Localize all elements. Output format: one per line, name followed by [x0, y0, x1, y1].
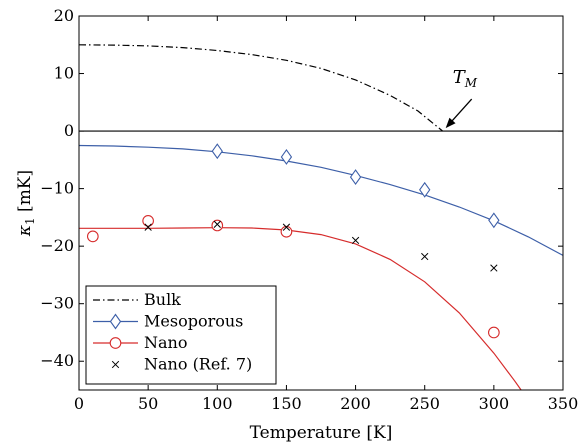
x-tick-label: 0	[74, 394, 84, 413]
y-tick-label: 20	[54, 6, 74, 25]
legend-marker-nano-ref-7-stroke-b	[111, 360, 120, 369]
legend-marker-nano	[109, 337, 122, 349]
data-point-nano-ref-7-stroke-b	[213, 220, 221, 228]
y-axis-label-unit: [mK]	[15, 170, 35, 218]
annotation-arrow-head	[445, 117, 456, 129]
y-tick-label: −10	[40, 179, 74, 198]
data-point-nano-ref-7-stroke-b	[282, 223, 291, 231]
x-tick-label: 100	[202, 394, 233, 413]
data-point-nano	[142, 214, 154, 227]
y-tick-label: −40	[40, 351, 74, 370]
data-point-nano-ref-7-stroke-b	[490, 264, 498, 272]
series-layer	[79, 44, 563, 390]
data-point-nano	[280, 225, 293, 238]
y-tick-label: −30	[40, 294, 74, 313]
data-point-mesoporous	[419, 181, 431, 198]
data-point-nano-ref-7	[351, 236, 360, 245]
data-point-nano-ref-7	[282, 223, 291, 231]
plot-frame	[78, 15, 564, 391]
data-point-mesoporous	[349, 169, 362, 186]
data-point-nano-ref-7-stroke-b	[144, 223, 152, 231]
data-point-nano-ref-7	[144, 223, 152, 231]
annotation-subscript: M	[464, 76, 478, 90]
data-point-nano-ref-7-stroke-b	[351, 236, 360, 245]
x-tick-label: 200	[340, 394, 371, 413]
marker-layer	[86, 143, 500, 339]
legend: Bulk Mesoporous Nano Nano (Ref. 7)	[85, 285, 277, 385]
y-axis-label-symbol: κ	[15, 225, 35, 237]
data-point-nano	[211, 219, 224, 232]
y-tick-label: 10	[54, 64, 74, 83]
y-tick-label: −20	[40, 236, 74, 255]
y-axis-label-subscript: 1	[23, 217, 37, 225]
data-point-nano	[488, 326, 500, 339]
y-axis-label: κ1 [mK]	[15, 170, 37, 237]
legend-label-nano-ref-7: Nano (Ref. 7)	[144, 355, 252, 374]
x-tick-label: 300	[479, 394, 510, 413]
legend-box	[85, 285, 277, 385]
y-tick-label: 0	[64, 121, 74, 140]
x-tick-label: 150	[271, 394, 302, 413]
data-point-nano	[86, 230, 99, 243]
legend-label-mesoporous: Mesoporous	[144, 312, 243, 331]
data-point-mesoporous	[280, 149, 293, 165]
data-point-mesoporous	[211, 143, 223, 160]
data-point-nano-ref-7	[213, 220, 221, 228]
x-tick-label: 250	[409, 394, 440, 413]
legend-label-bulk: Bulk	[144, 290, 181, 309]
x-tick-label: 350	[548, 394, 579, 413]
annotation-layer: TM	[445, 67, 478, 129]
legend-marker-nano-ref-7	[111, 360, 120, 369]
legend-marker-mesoporous	[109, 313, 122, 330]
data-point-mesoporous	[488, 212, 500, 229]
series-line-mesoporous	[79, 144, 563, 256]
data-point-nano-ref-7-stroke-b	[421, 252, 429, 261]
series-line-bulk	[79, 44, 444, 132]
series-line-nano	[79, 227, 522, 390]
annotation-symbol: T	[453, 67, 467, 88]
annotation-arrow-shaft	[449, 98, 473, 125]
data-point-nano-ref-7	[490, 264, 498, 272]
annotation-label: TM	[453, 67, 478, 90]
legend-label-nano: Nano	[144, 333, 187, 352]
data-point-nano-ref-7	[421, 252, 429, 261]
x-axis-label: Temperature [K]	[250, 423, 393, 443]
x-tick-label: 50	[138, 394, 158, 413]
